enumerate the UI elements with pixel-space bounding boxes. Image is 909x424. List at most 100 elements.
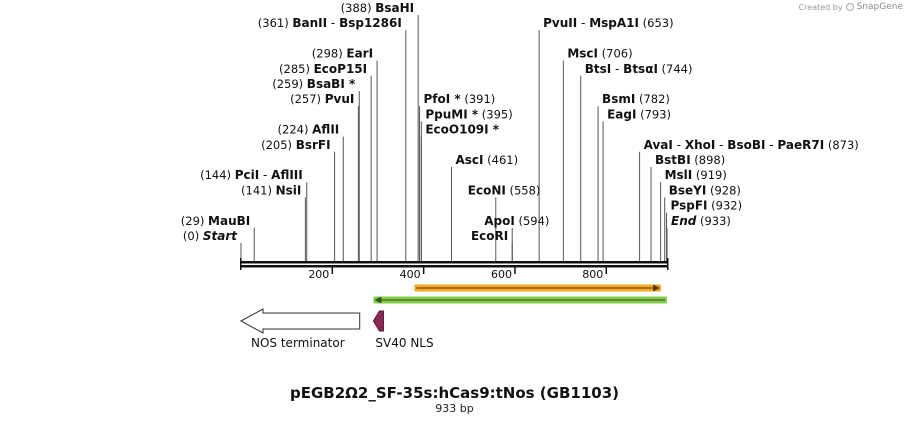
site-name: EcoRI xyxy=(471,229,508,243)
site-name: BsoBI xyxy=(727,138,765,152)
sv40-nls-marker xyxy=(372,310,384,332)
site-name-separator: - xyxy=(611,62,623,76)
site-label-pvui: (257) PvuI xyxy=(290,92,354,106)
site-label-end: End (933) xyxy=(671,214,731,228)
site-position: (782) xyxy=(635,92,670,106)
site-name-separator: - xyxy=(765,138,777,152)
site-name: AflII xyxy=(312,123,339,137)
site-label-bsahi: (388) BsaHI xyxy=(341,1,415,15)
site-label-start: (0) Start xyxy=(183,229,238,243)
site-name: EcoO109I * xyxy=(425,123,499,137)
site-name: BanII xyxy=(292,16,327,30)
site-name: PfoI * xyxy=(424,92,462,106)
site-position: (285) xyxy=(279,62,314,76)
site-position: (29) xyxy=(181,214,208,228)
site-label-msci: MscI (706) xyxy=(567,47,632,61)
site-label-bseyi: BseYI (928) xyxy=(669,183,741,197)
site-label-bstbi: BstBI (898) xyxy=(655,153,725,167)
site-position: (873) xyxy=(824,138,859,152)
site-name-separator: - xyxy=(673,138,685,152)
site-label-ecoo109i: EcoO109I * xyxy=(425,123,499,137)
credit-brand: SnapGene xyxy=(856,2,903,12)
site-position: (361) xyxy=(258,16,293,30)
site-label-maubi: (29) MauBI xyxy=(181,214,250,228)
site-labels: (0) Start(29) MauBI (141) NsiI(144) PciI … xyxy=(181,1,859,243)
site-label-bsabi: (259) BsaBI * xyxy=(272,77,356,91)
annotated-elements: NOS terminator SV40 NLS xyxy=(239,308,434,350)
site-position: (594) xyxy=(515,214,550,228)
site-position: (933) xyxy=(696,214,731,228)
site-label-pfoi: PfoI * (391) xyxy=(424,92,496,106)
site-name: MspA1I xyxy=(589,16,639,30)
site-name: MslI xyxy=(665,168,693,182)
site-label-eari: (298) EarI xyxy=(312,47,373,61)
site-name: EcoNI xyxy=(468,183,506,197)
site-name-separator: - xyxy=(715,138,727,152)
site-label-aflii: (224) AflII xyxy=(278,123,340,137)
site-label-avai: AvaI - XhoI - BsoBI - PaeR7I (873) xyxy=(644,138,859,152)
site-name-separator: - xyxy=(577,16,589,30)
site-name: EagI xyxy=(607,107,636,121)
site-name: PaeR7I xyxy=(777,138,824,152)
site-position: (224) xyxy=(278,123,313,137)
credit-created-by: Created by xyxy=(798,2,843,12)
site-name: Start xyxy=(203,229,238,243)
tick-label-600: 600 xyxy=(491,268,512,281)
site-name: NsiI xyxy=(276,183,302,197)
ruler-ticks: 200 400 600 800 xyxy=(308,267,608,281)
site-position: (144) xyxy=(200,168,235,182)
site-position: (461) xyxy=(484,153,519,167)
site-label-eagi: EagI (793) xyxy=(607,107,671,121)
site-position: (395) xyxy=(478,107,513,121)
site-name: PvuI xyxy=(325,92,355,106)
green-feature-arrowhead xyxy=(374,296,382,304)
orange-feature-arrowhead xyxy=(653,284,661,292)
site-position: (898) xyxy=(691,153,726,167)
site-name: Bsp1286I xyxy=(339,16,402,30)
site-name: PvuII xyxy=(543,16,577,30)
site-label-ppumi: PpuMI * (395) xyxy=(425,107,512,121)
sequence-backbone xyxy=(240,258,669,270)
site-label-bsrfi: (205) BsrFI xyxy=(261,138,330,152)
site-name: BseYI xyxy=(669,183,707,197)
site-position: (0) xyxy=(183,229,203,243)
backbone-bottom-strand xyxy=(241,265,667,268)
site-label-ecop15i: (285) EcoP15I xyxy=(279,62,367,76)
site-name: EarI xyxy=(346,47,373,61)
site-label-econi: EcoNI (558) xyxy=(468,183,541,197)
site-label-nsii: (141) NsiI xyxy=(241,183,301,197)
backbone-right-cap xyxy=(667,258,669,270)
site-position: (653) xyxy=(639,16,674,30)
site-name: ApoI xyxy=(484,214,515,228)
backbone-left-cap xyxy=(240,258,242,270)
snapgene-logo-icon xyxy=(845,3,854,11)
site-label-pvuii: PvuII - MspA1I (653) xyxy=(543,16,673,30)
site-position: (141) xyxy=(241,183,276,197)
site-name: BtsI xyxy=(585,62,612,76)
sv40-nls-label: SV40 NLS xyxy=(375,336,433,350)
tick-label-400: 400 xyxy=(400,268,421,281)
site-position: (744) xyxy=(658,62,693,76)
site-position: (259) xyxy=(272,77,307,91)
nos-terminator-arrow xyxy=(239,308,361,334)
site-position: (558) xyxy=(506,183,541,197)
site-label-msli: MslI (919) xyxy=(665,168,727,182)
site-name: BsaBI * xyxy=(307,77,356,91)
site-name: PpuMI * xyxy=(425,107,479,121)
site-name: AflIII xyxy=(271,168,303,182)
feature-tracks xyxy=(373,284,667,304)
site-label-asci: AscI (461) xyxy=(455,153,518,167)
site-label-pcii: (144) PciI - AflIII xyxy=(200,168,303,182)
site-label-bsmi: BsmI (782) xyxy=(602,92,670,106)
backbone-top-strand xyxy=(241,261,667,264)
site-name: End xyxy=(671,214,697,228)
snapgene-credit: Created by SnapGene xyxy=(799,2,903,12)
site-name: MscI xyxy=(567,47,598,61)
tick-label-800: 800 xyxy=(582,268,603,281)
site-name: MauBI xyxy=(208,214,250,228)
tick-label-200: 200 xyxy=(308,268,329,281)
site-position: (205) xyxy=(261,138,296,152)
site-position: (928) xyxy=(706,183,741,197)
site-name: PciI xyxy=(235,168,260,182)
